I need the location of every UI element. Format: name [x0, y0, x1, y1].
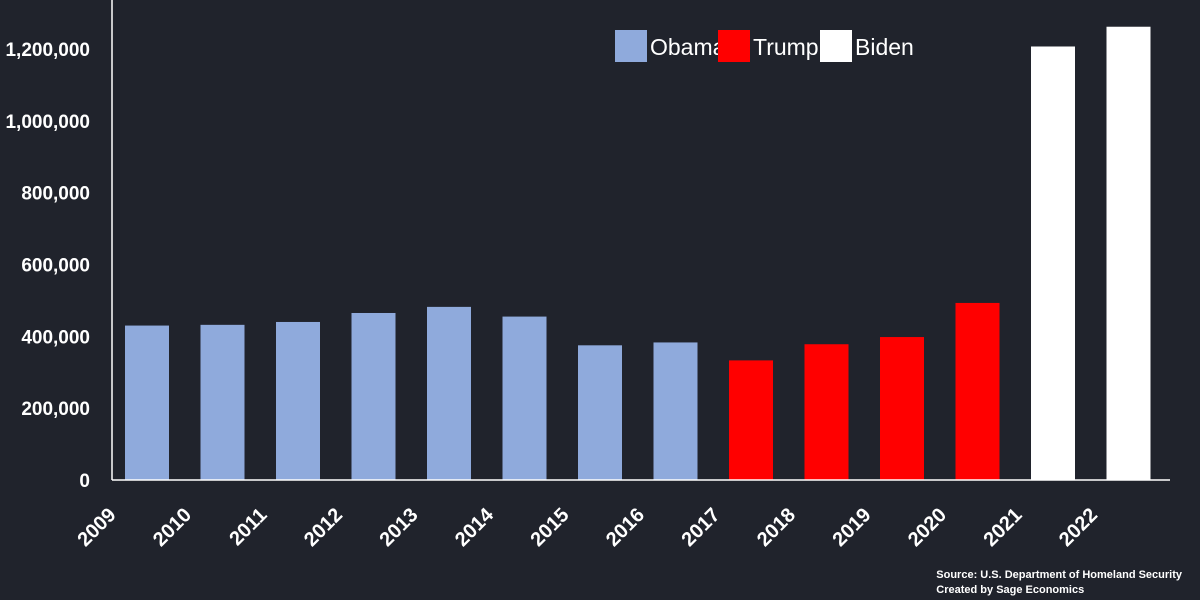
bar-2009: [125, 325, 169, 480]
bar-2014: [502, 316, 547, 480]
bar-2022: [1106, 26, 1151, 481]
x-tick-label: 2009: [74, 504, 121, 551]
x-tick-label: 2010: [149, 504, 196, 551]
legend-swatch-trump: [718, 30, 750, 62]
x-tick-label: 2018: [753, 504, 800, 551]
bar-2013: [427, 306, 471, 480]
x-tick-label: 2019: [829, 504, 876, 551]
x-tick-label: 2020: [904, 504, 951, 551]
y-tick-label: 200,000: [21, 399, 90, 420]
bar-2016: [653, 342, 698, 480]
bar-2017: [729, 360, 773, 480]
y-tick-label: 800,000: [21, 184, 90, 205]
legend-label-biden: Biden: [855, 34, 914, 60]
x-tick-label: 2013: [376, 504, 423, 551]
y-tick-label: 1,200,000: [5, 40, 90, 61]
bar-2019: [880, 337, 924, 480]
bar-2018: [804, 344, 849, 480]
x-tick-label: 2012: [300, 504, 347, 551]
x-tick-label: 2016: [602, 504, 649, 551]
bars: [125, 26, 1151, 481]
bar-2015: [578, 345, 622, 480]
x-tick-label: 2017: [678, 504, 725, 551]
y-tick-label: 400,000: [21, 327, 90, 348]
source-line: Source: U.S. Department of Homeland Secu…: [936, 569, 1182, 581]
y-tick-label: 600,000: [21, 256, 90, 277]
y-tick-label: 0: [79, 471, 90, 492]
bar-2020: [955, 302, 1000, 480]
bar-2012: [351, 312, 396, 480]
legend-label-obama: Obama: [650, 34, 726, 60]
x-tick-label: 2015: [527, 504, 574, 551]
bar-2010: [200, 324, 245, 480]
x-tick-label: 2014: [451, 503, 499, 551]
x-axis: 2009 2010 2011 2012 2013 2014 2015 2016 2017 2018…: [74, 479, 1170, 551]
bar-2021: [1031, 46, 1075, 480]
source-note: Source: U.S. Department of Homeland Secu…: [936, 568, 1182, 598]
y-axis: 0 200,000 400,000 600,000 800,000 1,000,000 1,…: [5, 0, 113, 492]
legend-label-trump: Trump: [753, 34, 819, 60]
x-tick-label: 2021: [980, 504, 1027, 551]
credit-line: Created by Sage Economics: [936, 584, 1085, 596]
y-tick-label: 1,000,000: [5, 112, 90, 133]
x-tick-label: 2011: [225, 504, 271, 550]
legend-swatch-obama: [615, 30, 647, 62]
x-tick-label: 2022: [1055, 504, 1102, 551]
legend-swatch-biden: [820, 30, 852, 62]
bar-2011: [276, 321, 320, 480]
legend: Obama Trump Biden: [615, 30, 914, 62]
